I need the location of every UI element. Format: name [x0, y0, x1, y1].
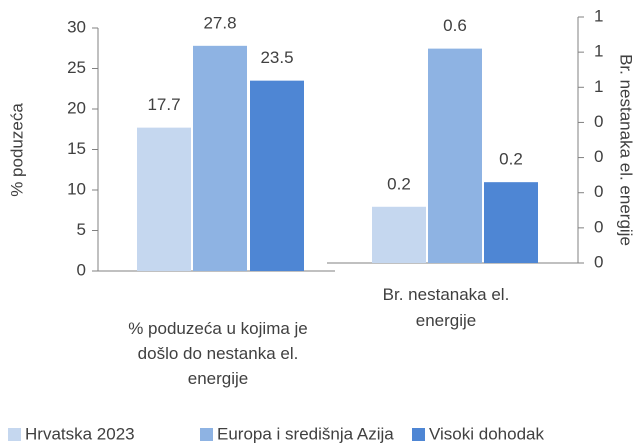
x-category-label: % poduzeća u kojima je došlo do nestanka …	[128, 319, 308, 388]
y-tick-label: 30	[67, 17, 86, 36]
value-label: 27.8	[203, 13, 236, 32]
y-axis-label: % poduzeća	[7, 103, 26, 197]
legend-label: Europa i središnja Azija	[217, 424, 394, 443]
legend-swatch	[412, 428, 425, 441]
bar	[484, 182, 538, 263]
legend-label: Hrvatska 2023	[25, 424, 135, 443]
bar	[428, 48, 482, 263]
y-tick-label: 15	[67, 139, 86, 158]
bar	[250, 80, 304, 272]
value-label: 0.2	[387, 174, 411, 193]
legend-label: Visoki dohodak	[429, 424, 544, 443]
y-tick-label: 10	[67, 179, 86, 198]
value-label: 17.7	[147, 95, 180, 114]
legend-swatch	[200, 428, 213, 441]
y-tick-label: 20	[67, 98, 86, 117]
y-tick-label: 0	[594, 252, 603, 271]
y-tick-label: 1	[594, 6, 603, 25]
value-label: 0.2	[499, 150, 523, 169]
bar	[372, 206, 426, 263]
y-axis-label: Br. nestanaka el. energije	[617, 54, 636, 246]
value-label: 23.5	[260, 48, 293, 67]
y-tick-label: 1	[594, 42, 603, 61]
x-category-label: Br. nestanaka el. energije	[383, 285, 510, 330]
y-tick-label: 0	[594, 217, 603, 236]
bar	[137, 127, 191, 271]
y-tick-label: 1	[594, 77, 603, 96]
y-tick-label: 5	[77, 220, 86, 239]
legend-swatch	[8, 428, 21, 441]
y-tick-label: 0	[594, 112, 603, 131]
value-label: 0.6	[443, 16, 467, 35]
y-tick-label: 0	[594, 147, 603, 166]
y-tick-label: 0	[77, 260, 86, 279]
y-tick-label: 25	[67, 58, 86, 77]
bar	[193, 45, 247, 271]
y-tick-label: 0	[594, 182, 603, 201]
